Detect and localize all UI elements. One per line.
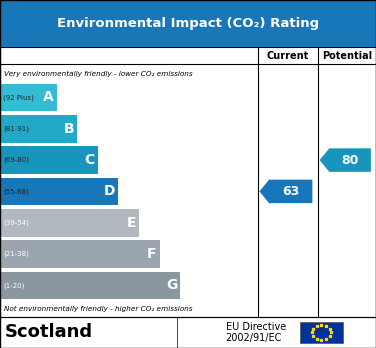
FancyBboxPatch shape	[0, 177, 118, 205]
Text: EU Directive
2002/91/EC: EU Directive 2002/91/EC	[226, 322, 286, 343]
Text: Environmental Impact (CO₂) Rating: Environmental Impact (CO₂) Rating	[57, 17, 319, 30]
Text: E: E	[127, 216, 136, 230]
Text: Potential: Potential	[322, 51, 372, 61]
Text: 63: 63	[282, 185, 299, 198]
FancyBboxPatch shape	[0, 115, 77, 143]
Text: Scotland: Scotland	[5, 323, 93, 341]
FancyBboxPatch shape	[0, 84, 57, 111]
Text: D: D	[104, 184, 115, 198]
Text: 80: 80	[341, 153, 359, 167]
FancyBboxPatch shape	[0, 146, 98, 174]
Text: (55-68): (55-68)	[3, 188, 29, 195]
FancyBboxPatch shape	[0, 271, 180, 299]
Text: C: C	[85, 153, 95, 167]
Text: (1-20): (1-20)	[3, 282, 24, 288]
FancyBboxPatch shape	[0, 47, 376, 317]
Text: (92 Plus): (92 Plus)	[3, 94, 34, 101]
FancyBboxPatch shape	[0, 209, 139, 237]
Text: Very environmentally friendly - lower CO₂ emissions: Very environmentally friendly - lower CO…	[4, 71, 193, 77]
FancyBboxPatch shape	[0, 240, 160, 268]
Polygon shape	[259, 180, 312, 203]
Text: F: F	[147, 247, 157, 261]
Text: G: G	[166, 278, 177, 292]
Text: (39-54): (39-54)	[3, 220, 29, 226]
FancyBboxPatch shape	[300, 322, 343, 343]
FancyBboxPatch shape	[0, 0, 376, 47]
Text: B: B	[64, 122, 74, 136]
Text: (81-91): (81-91)	[3, 126, 29, 132]
Text: (69-80): (69-80)	[3, 157, 29, 163]
Text: A: A	[43, 90, 54, 104]
Polygon shape	[320, 148, 371, 172]
Text: Current: Current	[267, 51, 309, 61]
Text: (21-38): (21-38)	[3, 251, 29, 257]
Text: Not environmentally friendly - higher CO₂ emissions: Not environmentally friendly - higher CO…	[4, 306, 192, 312]
